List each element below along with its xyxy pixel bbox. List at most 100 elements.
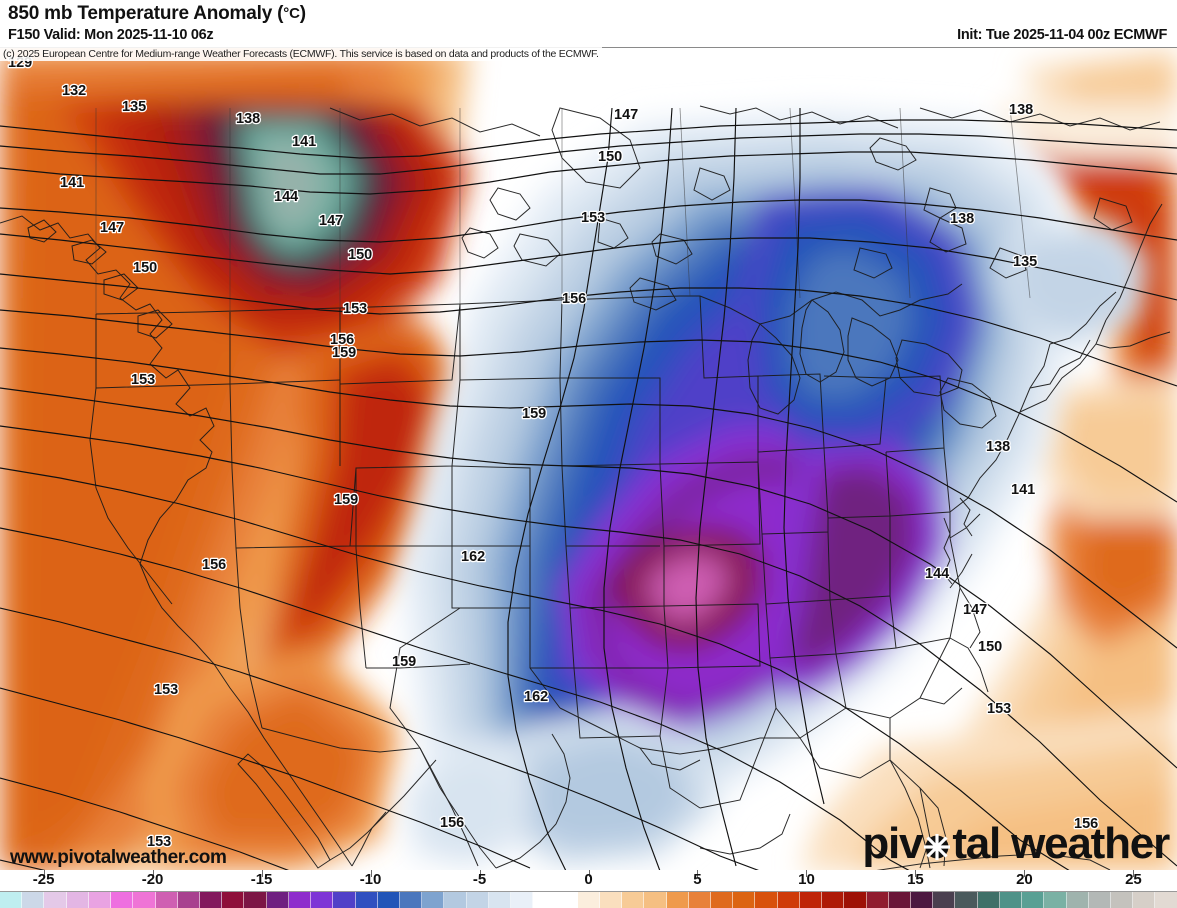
colorbar-swatch[interactable] [199,892,223,908]
colorbar-swatch[interactable] [333,892,356,908]
contour-label: 156 [202,557,226,573]
contour-label: 138 [1009,102,1033,118]
colorbar-swatch[interactable] [66,892,89,908]
contour-label: 132 [62,83,86,99]
colorbar-tick [588,870,590,877]
colorbar-swatch[interactable] [1044,892,1067,908]
colorbar-swatch[interactable] [111,892,134,908]
colorbar-swatch[interactable] [666,892,689,908]
contour-label: 156 [330,332,354,348]
colorbar-swatch[interactable] [311,892,334,908]
colorbar-legend[interactable]: -25 -20 -15 -10 -5 0 5 10 15 20 25 [0,870,1177,908]
page-title: 850 mb Temperature Anomaly (°C) [8,3,306,24]
contour-label: 147 [319,213,343,229]
colorbar-swatch[interactable] [222,892,245,908]
contour-label: 153 [343,301,367,317]
colorbar-swatch[interactable] [822,892,845,908]
colorbar-tick [697,870,699,877]
contour-label: 147 [614,107,638,123]
contour-label: 141 [60,175,84,191]
colorbar-swatch[interactable] [88,892,112,908]
colorbar-swatch[interactable] [22,892,45,908]
colorbar-swatch[interactable] [377,892,400,908]
colorbar-tick [1133,870,1135,877]
colorbar-swatch[interactable] [399,892,423,908]
colorbar-swatch[interactable] [599,892,623,908]
contour-label: 153 [131,372,155,388]
colorbar-swatch[interactable] [44,892,67,908]
colorbar-swatch[interactable] [1022,892,1045,908]
colorbar-swatch[interactable] [1155,892,1177,908]
colorbar-swatch[interactable] [533,892,556,908]
colorbar-swatch[interactable] [933,892,956,908]
contour-label: 150 [348,247,372,263]
colorbar-tick-label: 20 [1016,871,1033,888]
colorbar-swatch[interactable] [444,892,467,908]
colorbar-swatch[interactable] [0,892,23,908]
colorbar-swatch[interactable] [466,892,489,908]
colorbar-swatch[interactable] [866,892,889,908]
colorbar-tick [43,870,45,877]
colorbar-swatches[interactable] [0,891,1177,908]
colorbar-swatch[interactable] [622,892,645,908]
colorbar-swatch[interactable] [155,892,178,908]
colorbar-swatch[interactable] [799,892,823,908]
colorbar-tick-label: 10 [798,871,815,888]
contour-label: 138 [236,111,260,127]
colorbar-swatch[interactable] [177,892,200,908]
contour-label: 135 [1013,254,1037,270]
contour-label: 144 [274,189,298,205]
contour-label: 162 [524,689,548,705]
colorbar-swatch[interactable] [733,892,756,908]
colorbar-swatch[interactable] [999,892,1023,908]
contour-label: 150 [978,639,1002,655]
colorbar-swatch[interactable] [688,892,711,908]
colorbar-swatch[interactable] [244,892,267,908]
copyright-notice: (c) 2025 European Centre for Medium-rang… [0,47,602,61]
colorbar-swatch[interactable] [1066,892,1089,908]
contour-label: 150 [133,260,157,276]
contour-label: 153 [987,701,1011,717]
degree-unit: °C [283,5,300,22]
contour-label: 141 [1011,482,1035,498]
colorbar-tick-label: -20 [141,871,164,888]
colorbar-swatch[interactable] [755,892,778,908]
colorbar-swatch[interactable] [1110,892,1134,908]
colorbar-swatch[interactable] [777,892,800,908]
colorbar-swatch[interactable] [1088,892,1111,908]
contour-label: 156 [562,291,586,307]
colorbar-swatch[interactable] [644,892,667,908]
colorbar-swatch[interactable] [133,892,156,908]
colorbar-swatch[interactable] [488,892,512,908]
contour-label: 147 [100,220,124,236]
colorbar-tick-label: 0 [584,871,593,888]
contour-label: 141 [292,134,316,150]
colorbar-swatch[interactable] [288,892,312,908]
colorbar-swatch[interactable] [977,892,1000,908]
pivotal-weather-logo: piv tal weather [862,819,1170,869]
temperature-anomaly-map[interactable]: 129 132 135 138 141 141 144 147 147 150 150 153 156 1… [0,47,1177,870]
colorbar-swatch[interactable] [577,892,600,908]
asterisk-star-icon [922,832,952,862]
colorbar-swatch[interactable] [711,892,734,908]
contour-label: 144 [925,566,949,582]
contour-label: 159 [522,406,546,422]
colorbar-swatch[interactable] [355,892,378,908]
colorbar-swatch[interactable] [266,892,289,908]
colorbar-swatch[interactable] [888,892,911,908]
contour-label: 138 [986,439,1010,455]
colorbar-swatch[interactable] [511,892,534,908]
colorbar-swatch[interactable] [422,892,445,908]
colorbar-swatch[interactable] [955,892,978,908]
colorbar-swatch[interactable] [910,892,934,908]
colorbar-swatch[interactable] [555,892,578,908]
contour-label: 153 [147,834,171,850]
colorbar-swatch[interactable] [1133,892,1156,908]
colorbar-axis: -25 -20 -15 -10 -5 0 5 10 15 20 25 [0,870,1177,890]
colorbar-tick-label: -10 [359,871,382,888]
colorbar-swatch[interactable] [844,892,867,908]
colorbar-tick [152,870,154,877]
